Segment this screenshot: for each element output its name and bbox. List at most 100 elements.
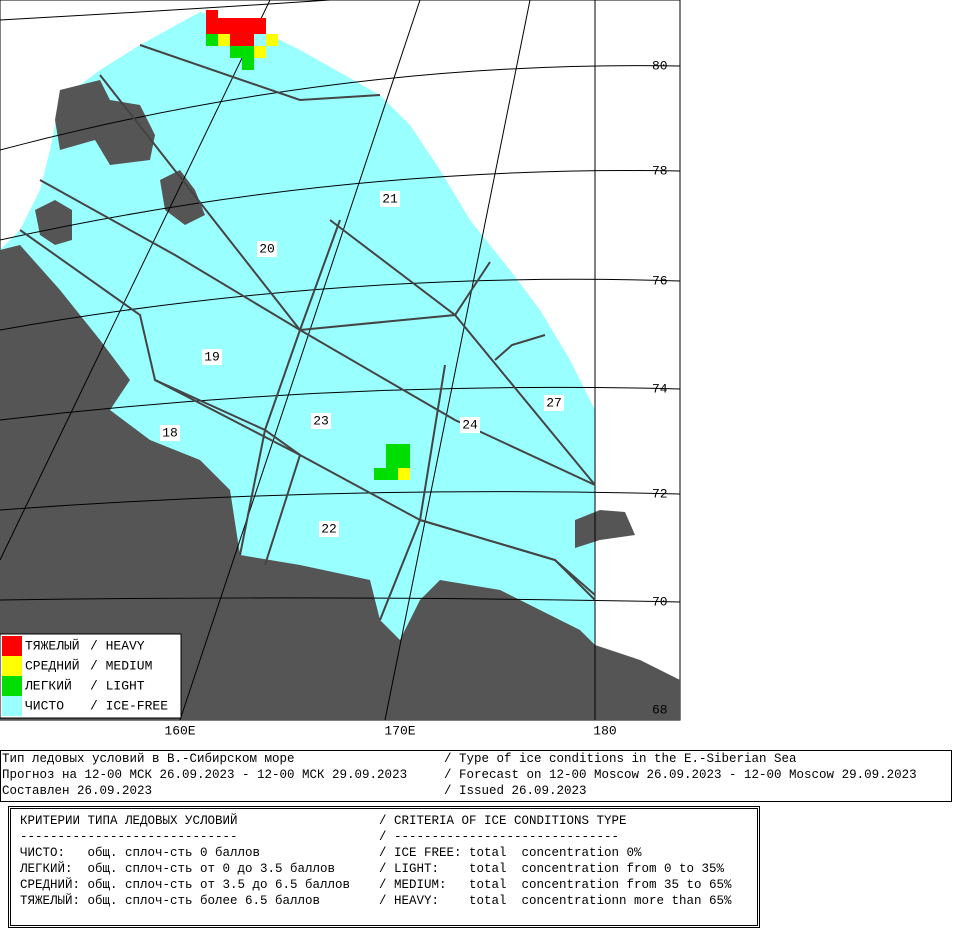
region-label-bg bbox=[319, 521, 339, 537]
ice-light bbox=[242, 58, 254, 70]
criteria-en: / ICE FREE: total concentration 0% bbox=[379, 846, 642, 860]
lat-label: 76 bbox=[652, 273, 668, 288]
parallel bbox=[0, 170, 681, 241]
header-ru: Тип ледовых условий в В.-Сибирском море bbox=[2, 752, 295, 766]
region-label-bg bbox=[380, 191, 400, 207]
legend-ru: ЧИСТО bbox=[25, 698, 64, 713]
region-label: 21 bbox=[382, 191, 398, 206]
legend-swatch bbox=[2, 656, 22, 676]
region-label: 18 bbox=[162, 425, 178, 440]
lon-label: 180 bbox=[593, 723, 616, 738]
meridian bbox=[179, 0, 421, 721]
ice-medium bbox=[266, 34, 278, 46]
ice-light bbox=[374, 468, 398, 480]
parallel bbox=[0, 597, 681, 603]
header-en: / Forecast on 12-00 Moscow 26.09.2023 - … bbox=[444, 768, 917, 782]
legend-en: / LIGHT bbox=[90, 678, 145, 693]
legend-en: / HEAVY bbox=[90, 638, 145, 653]
criteria-row: КРИТЕРИИ ТИПА ЛЕДОВЫХ УСЛОВИЙ / CRITERIA … bbox=[11, 813, 757, 829]
criteria-ru: ----------------------------- bbox=[20, 830, 238, 844]
criteria-row: ----------------------------- / ---------… bbox=[11, 829, 757, 845]
island bbox=[575, 510, 635, 548]
criteria-ru: ЧИСТО: общ. сплоч-сть 0 баллов bbox=[20, 846, 261, 860]
legend: ТЯЖЕЛЫЙ / HEAVY СРЕДНИЙ / MEDIUM ЛЕГКИЙ / LIG… bbox=[0, 633, 182, 719]
legend-swatch bbox=[2, 696, 22, 716]
legend-en: / ICE-FREE bbox=[90, 698, 168, 713]
region-label-bg bbox=[460, 417, 480, 433]
lat-label: 80 bbox=[652, 58, 668, 73]
lat-label: 70 bbox=[652, 594, 668, 609]
header-ru: Прогноз на 12-00 МСК 26.09.2023 - 12-00 … bbox=[2, 768, 408, 782]
criteria-en: / LIGHT: total concentration from 0 to 3… bbox=[379, 862, 725, 876]
criteria-ru: СРЕДНИЙ: общ. сплоч-сть от 3.5 до 6.5 ба… bbox=[20, 878, 351, 892]
legend-en: / MEDIUM bbox=[90, 658, 152, 673]
graticule bbox=[0, 0, 681, 721]
lat-label: 68 bbox=[652, 702, 668, 717]
region-label-bg bbox=[202, 349, 222, 365]
region-label: 20 bbox=[259, 241, 275, 256]
ice-medium bbox=[254, 46, 266, 58]
ice-medium bbox=[218, 34, 230, 46]
legend-ru: ТЯЖЕЛЫЙ bbox=[25, 638, 80, 653]
header-row: Составлен 26.09.2023 / Issued 26.09.2023 bbox=[1, 783, 951, 799]
parallel bbox=[0, 278, 681, 331]
ice-heavy bbox=[206, 10, 218, 34]
parallel bbox=[0, 65, 681, 151]
border bbox=[154, 379, 302, 566]
criteria-row: ТЯЖЕЛЫЙ: общ. сплоч-сть более 6.5 баллов… bbox=[11, 893, 757, 909]
region-borders bbox=[19, 44, 596, 621]
header-ru: Составлен 26.09.2023 bbox=[2, 784, 153, 798]
border bbox=[494, 334, 546, 361]
header-en: / Issued 26.09.2023 bbox=[444, 784, 587, 798]
region-label-bg bbox=[311, 413, 331, 429]
region-label-bg bbox=[544, 395, 564, 411]
region-label: 27 bbox=[546, 395, 562, 410]
meridian bbox=[384, 0, 531, 721]
land bbox=[0, 245, 680, 720]
border bbox=[99, 74, 596, 486]
meridian bbox=[0, 0, 271, 561]
island bbox=[160, 170, 205, 225]
border bbox=[329, 219, 596, 486]
legend-swatch bbox=[2, 676, 22, 696]
region-label: 19 bbox=[204, 349, 220, 364]
region-label: 24 bbox=[462, 417, 478, 432]
ice-heavy bbox=[218, 18, 266, 34]
border bbox=[239, 219, 341, 556]
island bbox=[35, 200, 72, 245]
region-label: 22 bbox=[321, 521, 337, 536]
header-en: / Type of ice conditions in the E.-Siber… bbox=[444, 752, 797, 766]
header-row: Прогноз на 12-00 МСК 26.09.2023 - 12-00 … bbox=[1, 767, 951, 783]
region-label-bg bbox=[160, 425, 180, 441]
lat-labels: 80 78 76 74 72 70 68 bbox=[652, 58, 668, 717]
legend-ru: СРЕДНИЙ bbox=[25, 658, 80, 673]
lat-label: 74 bbox=[652, 381, 668, 396]
region-labels: 21 20 19 23 24 27 18 22 bbox=[160, 191, 564, 537]
island bbox=[55, 80, 155, 165]
ice-medium bbox=[398, 468, 410, 480]
border bbox=[139, 44, 381, 102]
legend-frame bbox=[0, 633, 182, 719]
region-label: 23 bbox=[313, 413, 329, 428]
criteria-en: / ------------------------------ bbox=[379, 830, 620, 844]
region-label-bg bbox=[257, 241, 277, 257]
criteria-box: КРИТЕРИИ ТИПА ЛЕДОВЫХ УСЛОВИЙ / CRITERIA … bbox=[8, 806, 760, 928]
criteria-ru: КРИТЕРИИ ТИПА ЛЕДОВЫХ УСЛОВИЙ bbox=[20, 814, 238, 828]
parallel bbox=[0, 491, 681, 511]
criteria-en: / HEAVY: total concentrationn more than … bbox=[379, 894, 732, 908]
criteria-ru: ЛЕГКИЙ: общ. сплоч-сть от 0 до 3.5 балло… bbox=[20, 862, 336, 876]
parallel bbox=[0, 386, 681, 421]
border bbox=[419, 519, 596, 596]
lon-label: 160E bbox=[164, 723, 195, 738]
ice-light bbox=[386, 444, 410, 468]
lon-label: 170E bbox=[384, 723, 415, 738]
legend-swatch bbox=[2, 636, 22, 656]
criteria-ru: ТЯЖЕЛЫЙ: общ. сплоч-сть более 6.5 баллов bbox=[20, 894, 321, 908]
parallel bbox=[0, 0, 331, 21]
criteria-row: СРЕДНИЙ: общ. сплоч-сть от 3.5 до 6.5 ба… bbox=[11, 877, 757, 893]
ice-heavy bbox=[230, 34, 254, 46]
criteria-en: / CRITERIA OF ICE CONDITIONS TYPE bbox=[379, 814, 627, 828]
ice-light bbox=[206, 34, 218, 46]
legend-ru: ЛЕГКИЙ bbox=[24, 678, 72, 693]
